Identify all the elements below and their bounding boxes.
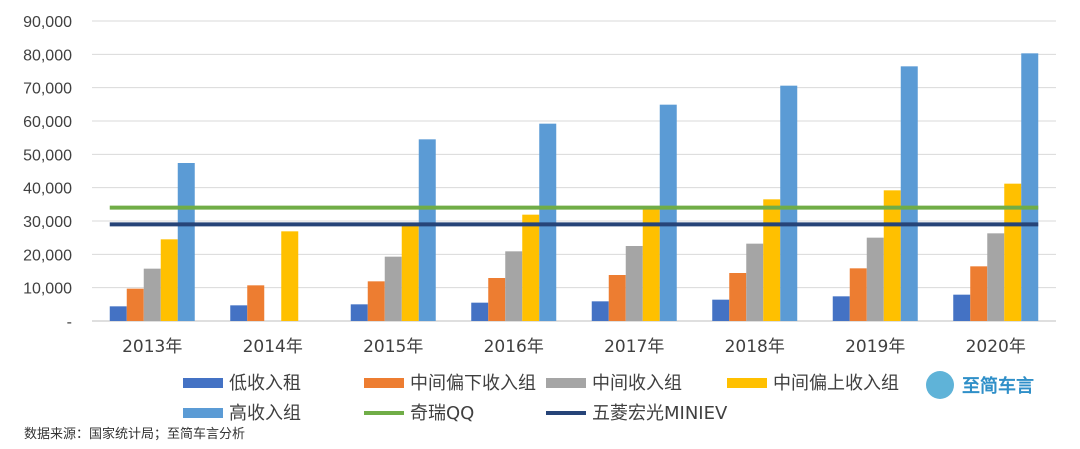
- bar: [763, 199, 781, 321]
- bar: [1004, 183, 1022, 321]
- legend-swatch: [546, 378, 586, 388]
- legend-swatch: [364, 378, 404, 388]
- bar: [900, 66, 918, 321]
- bar: [832, 296, 850, 321]
- y-tick-label: 20,000: [23, 247, 72, 264]
- bar: [418, 139, 436, 321]
- brand-logo: 至简车言: [926, 371, 1034, 399]
- y-axis-ticks: - 10,000 20,000 30,000 40,000 50,000 60,000 70,…: [23, 14, 72, 331]
- bar: [866, 237, 884, 321]
- bar: [883, 190, 901, 321]
- bar: [642, 207, 660, 321]
- x-tick-label: 2017年: [604, 337, 664, 357]
- bar: [281, 231, 299, 321]
- y-tick-label: 40,000: [23, 181, 72, 198]
- legend-label: 中间收入组: [592, 373, 682, 394]
- bar: [160, 239, 178, 321]
- bar: [384, 256, 402, 321]
- legend-swatch: [183, 378, 223, 388]
- bar: [109, 306, 127, 321]
- legend-swatch: [727, 378, 767, 388]
- bar: [1021, 53, 1039, 321]
- bar: [953, 294, 971, 321]
- x-axis-ticks: 2013年 2014年 2015年 2016年 2017年 2018年 2019年 2020年: [122, 337, 1026, 357]
- y-tick-label: 60,000: [23, 114, 72, 131]
- reference-lines: [109, 205, 1039, 227]
- bar: [659, 104, 677, 322]
- y-tick-label: 80,000: [23, 47, 72, 64]
- bar: [367, 281, 385, 321]
- bars: [109, 53, 1039, 322]
- legend-label: 五菱宏光MINIEV: [592, 403, 728, 424]
- x-tick-label: 2014年: [243, 337, 303, 357]
- bar: [401, 224, 419, 321]
- x-tick-label: 2020年: [966, 337, 1026, 357]
- bar: [143, 268, 161, 321]
- bar: [608, 275, 626, 321]
- bar: [591, 301, 609, 321]
- y-tick-label: 70,000: [23, 81, 72, 98]
- x-tick-label: 2016年: [484, 337, 544, 357]
- bar: [505, 251, 523, 321]
- bar: [471, 302, 489, 321]
- legend-label: 中间偏下收入组: [410, 373, 536, 394]
- bar: [987, 233, 1005, 321]
- legend-label: 中间偏上收入组: [773, 373, 899, 394]
- y-tick-label: -: [67, 314, 72, 331]
- bar: [126, 288, 144, 321]
- bar: [350, 304, 368, 321]
- bar: [177, 163, 195, 321]
- legend-label: 奇瑞QQ: [410, 403, 474, 424]
- bar: [488, 278, 506, 321]
- y-tick-label: 10,000: [23, 281, 72, 298]
- logo-icon: [926, 371, 954, 399]
- x-tick-label: 2013年: [122, 337, 182, 357]
- bar: [247, 285, 265, 321]
- x-tick-label: 2019年: [845, 337, 905, 357]
- bar: [712, 299, 730, 321]
- legend-label: 低收入租: [229, 373, 301, 394]
- bar: [970, 266, 988, 321]
- y-tick-label: 30,000: [23, 214, 72, 231]
- legend-swatch: [183, 408, 223, 418]
- bar: [522, 214, 540, 321]
- logo-text: 至简车言: [962, 376, 1034, 397]
- y-tick-label: 90,000: [23, 14, 72, 31]
- bar: [625, 246, 643, 321]
- x-tick-label: 2018年: [725, 337, 785, 357]
- bar: [729, 273, 747, 321]
- source-note: 数据来源：国家统计局；至简车言分析: [24, 427, 246, 442]
- bar: [780, 85, 798, 322]
- y-tick-label: 50,000: [23, 147, 72, 164]
- bar: [746, 243, 764, 321]
- bar: [230, 305, 248, 321]
- bar: [849, 268, 867, 321]
- x-tick-label: 2015年: [363, 337, 423, 357]
- legend-label: 高收入组: [229, 403, 301, 424]
